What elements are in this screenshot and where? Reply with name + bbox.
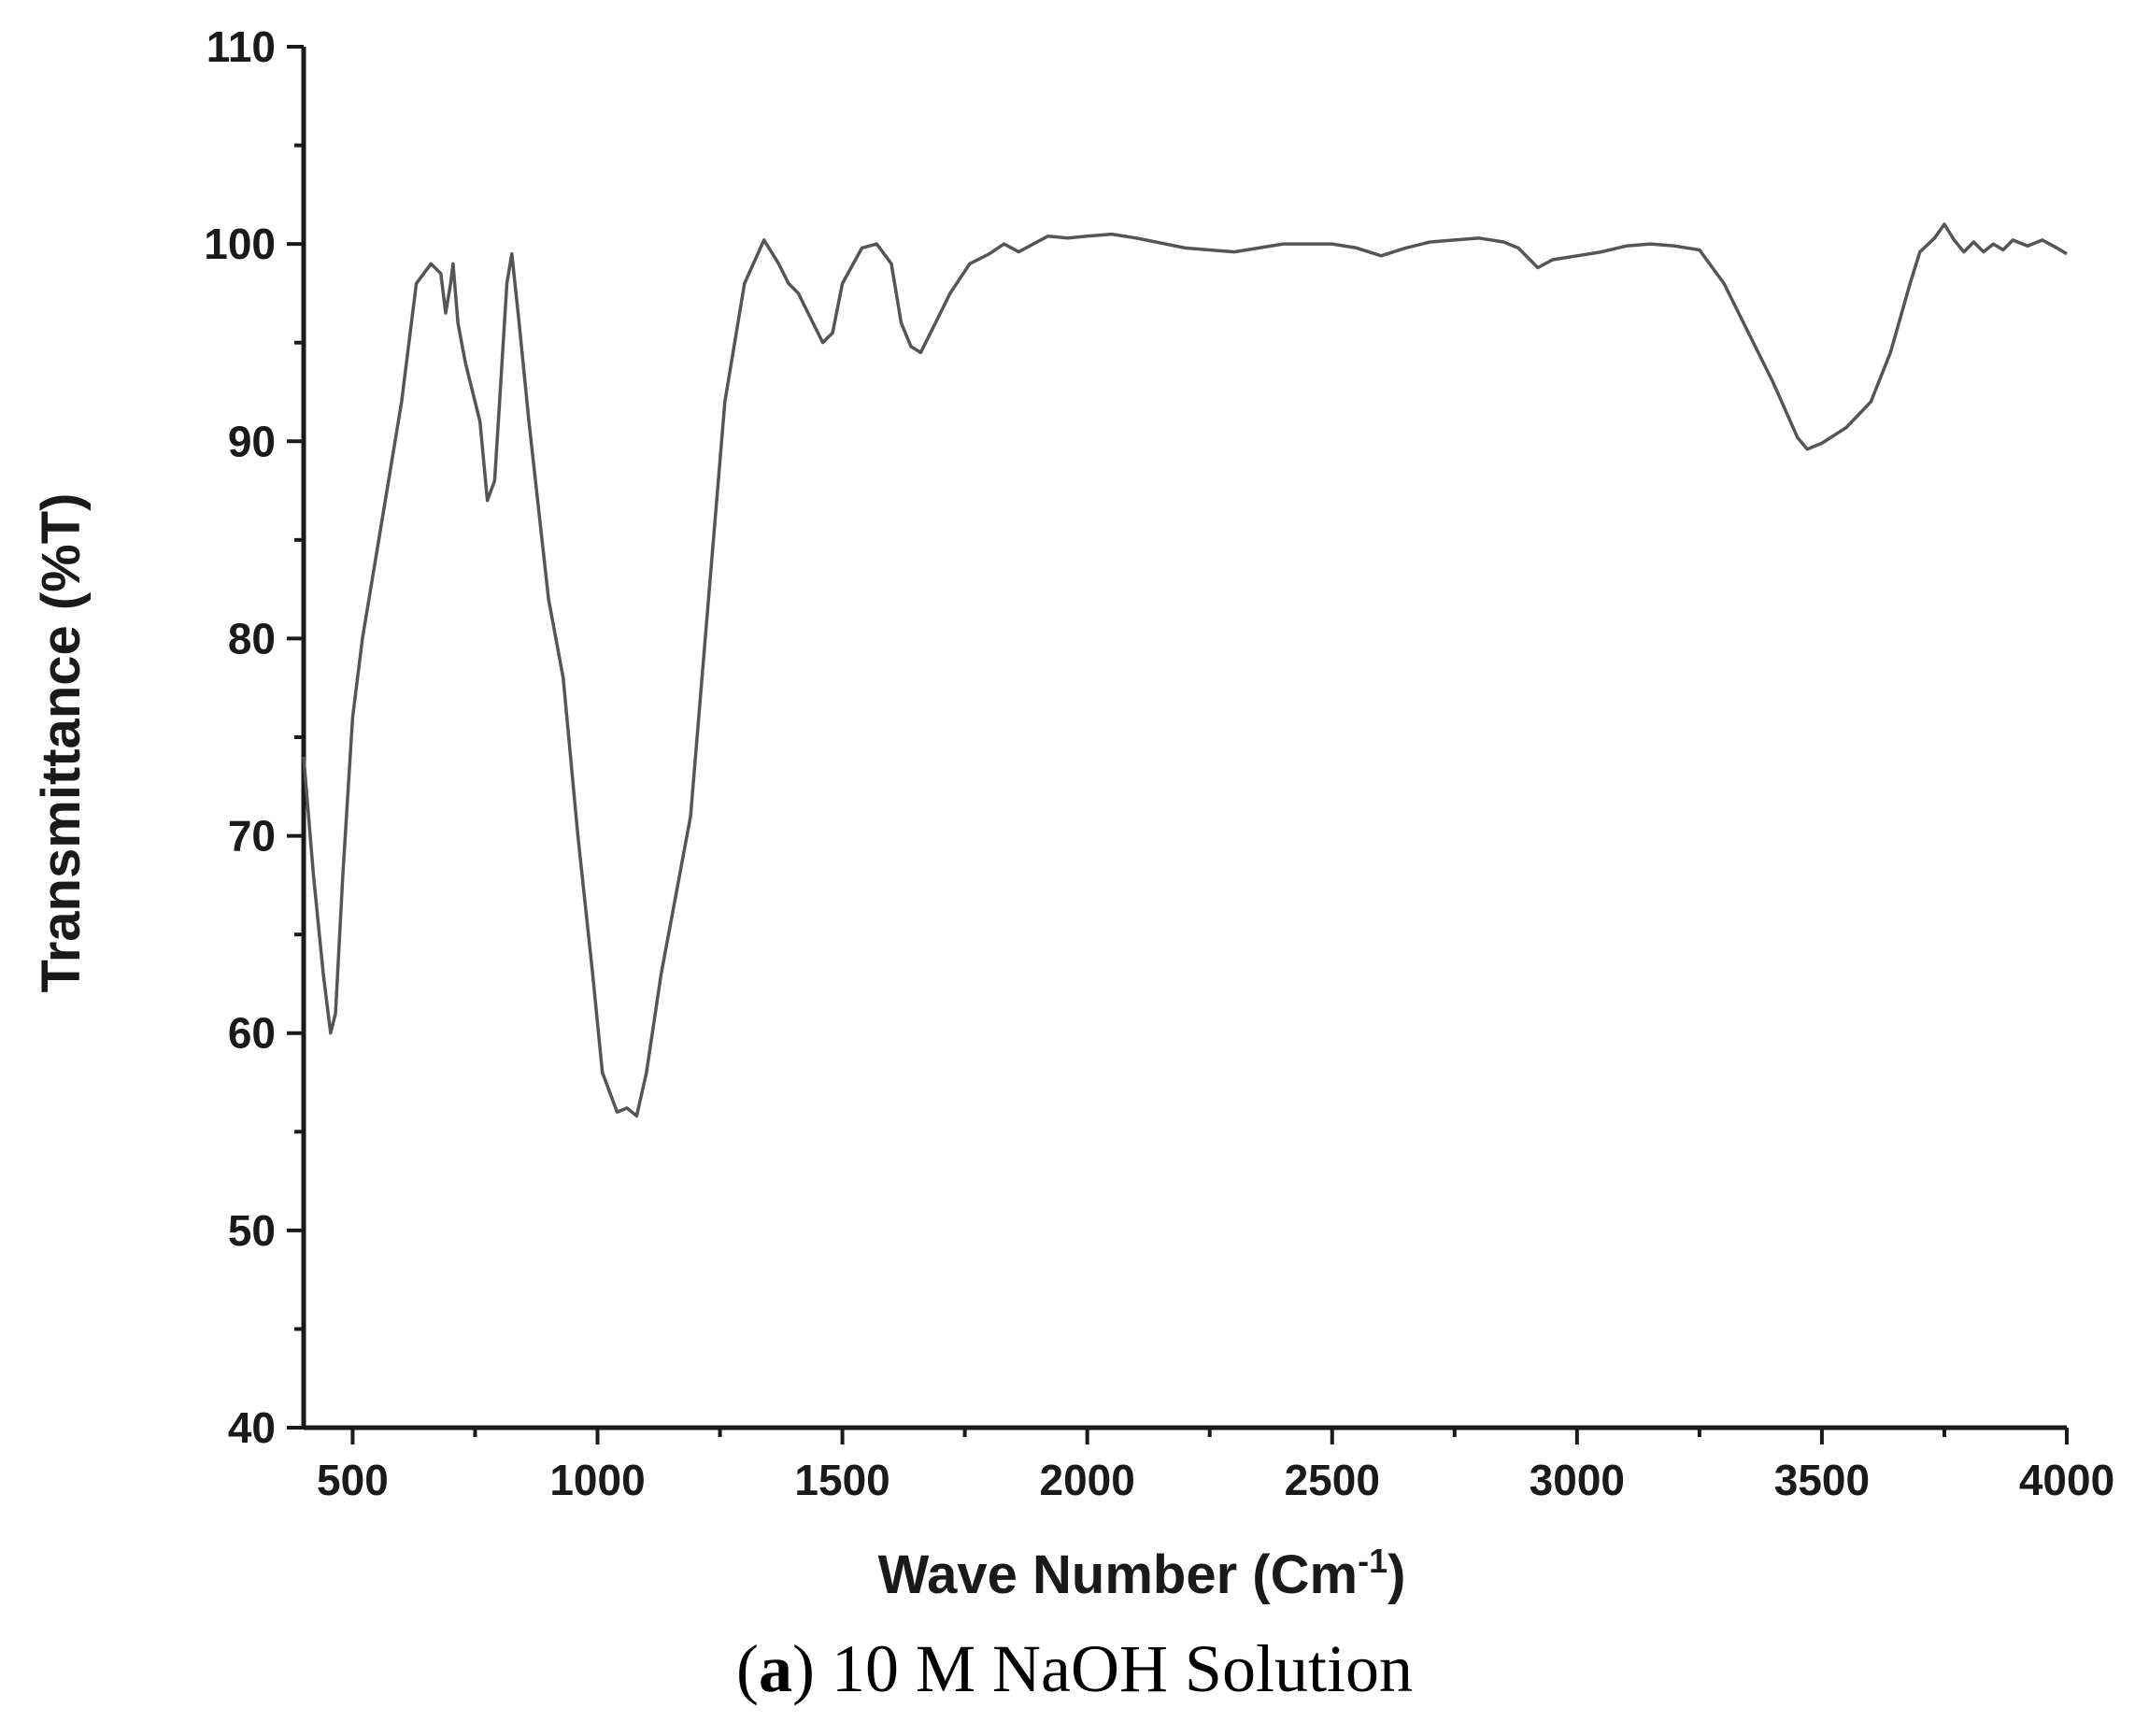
y-tick-label: 80 <box>228 614 276 662</box>
y-tick-label: 60 <box>228 1009 276 1058</box>
x-tick-label: 1000 <box>549 1456 645 1504</box>
x-tick-label: 2500 <box>1285 1456 1380 1504</box>
x-tick-label: 2000 <box>1039 1456 1134 1504</box>
x-axis-title: Wave Number (Cm-1) <box>878 1542 1406 1605</box>
axis-tick-labels: 40 50 60 70 80 90 100 110 500 1000 1500 2000 2500 300… <box>204 22 2114 1504</box>
x-tick-label: 3500 <box>1774 1456 1870 1504</box>
x-tick-label: 3000 <box>1530 1456 1625 1504</box>
x-tick-label: 500 <box>317 1456 389 1504</box>
y-tick-label: 50 <box>228 1206 276 1255</box>
x-tick-label: 4000 <box>2019 1456 2114 1504</box>
y-tick-label: 90 <box>228 417 276 465</box>
y-tick-label: 40 <box>228 1403 276 1452</box>
y-tick-label: 110 <box>206 22 276 71</box>
figure-caption: (a) 10 M NaOH Solution <box>736 1631 1413 1706</box>
x-tick-label: 1500 <box>794 1456 889 1504</box>
transmittance-series-line <box>302 222 2068 1118</box>
y-tick-label: 100 <box>204 220 276 268</box>
caption-letter: a <box>758 1631 792 1706</box>
axis-ticks <box>287 45 2069 1444</box>
y-tick-label: 70 <box>228 812 276 861</box>
y-axis-title: Transmittance (%T) <box>31 493 92 993</box>
